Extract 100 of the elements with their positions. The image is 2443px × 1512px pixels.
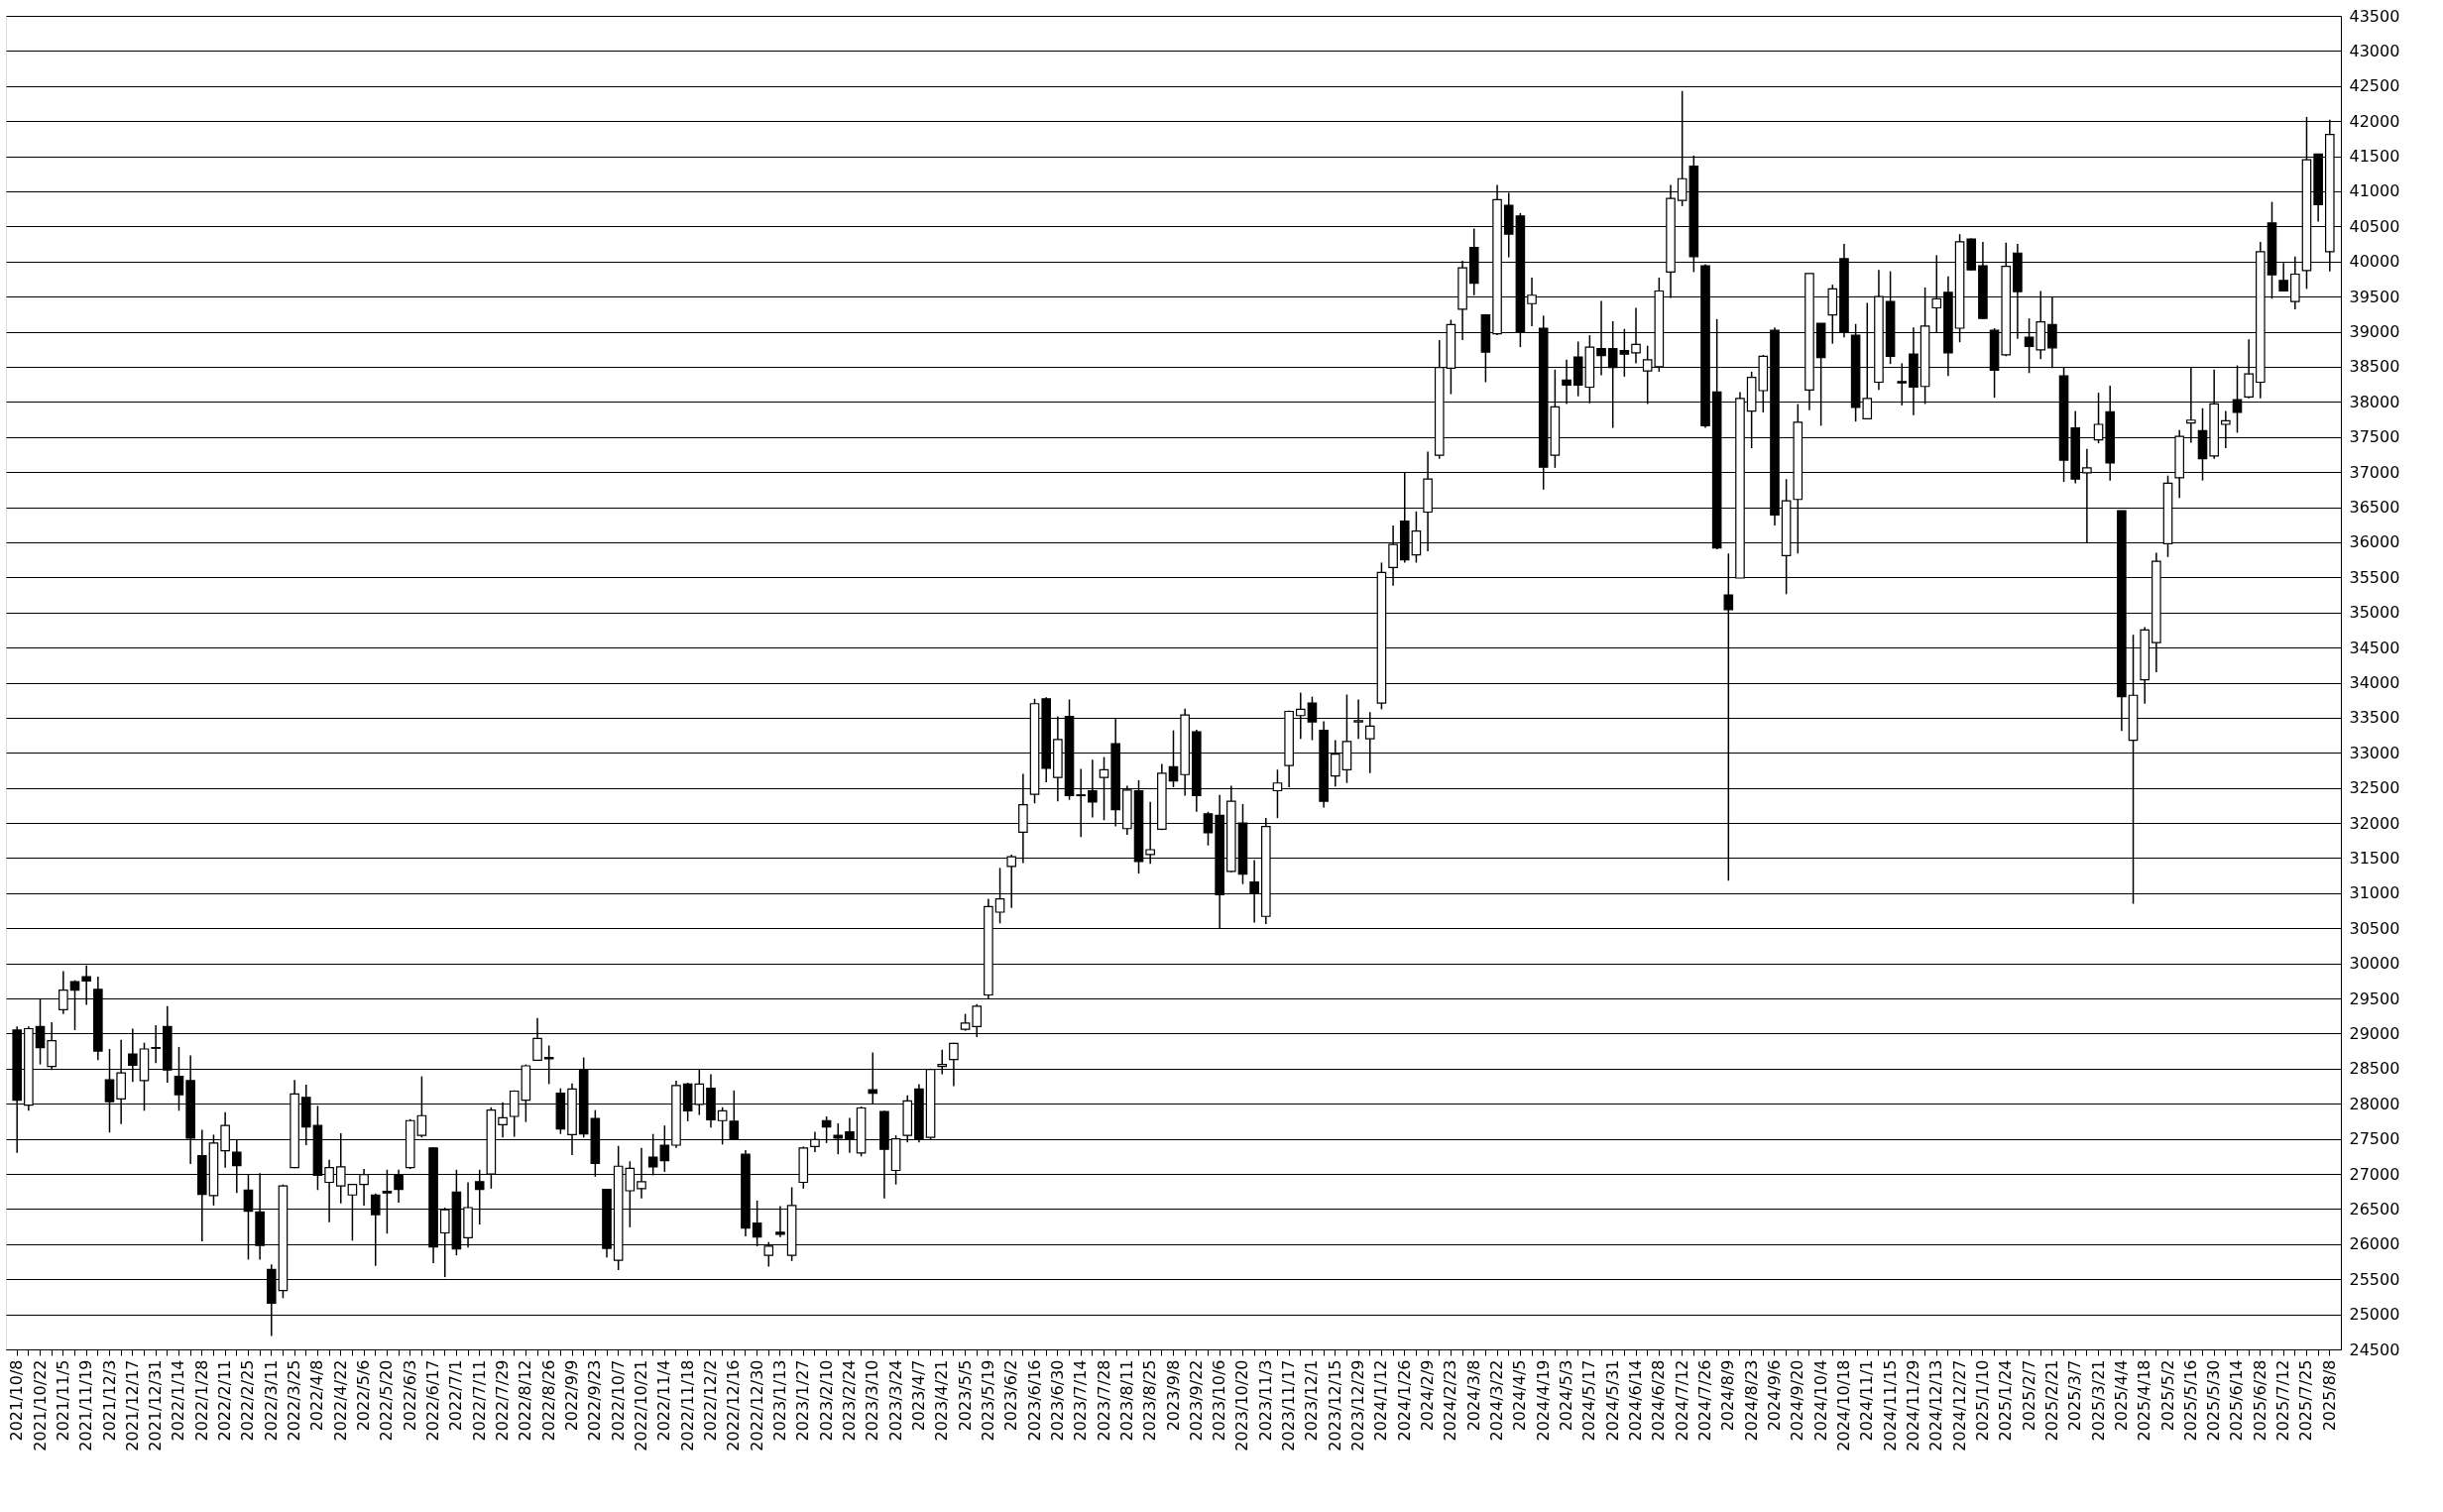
y-tick-label: 26500 bbox=[2349, 1199, 2400, 1219]
y-tick-label: 42500 bbox=[2349, 76, 2400, 96]
x-tick-label: 2021/11/19 bbox=[76, 1359, 96, 1452]
x-tick-label: 2023/2/10 bbox=[816, 1359, 836, 1442]
x-tick-label: 2022/9/23 bbox=[585, 1359, 605, 1442]
x-tick-label: 2022/12/16 bbox=[724, 1359, 744, 1452]
x-tick-label: 2022/5/6 bbox=[354, 1359, 374, 1432]
y-tick-label: 38000 bbox=[2349, 392, 2400, 411]
y-tick-label: 42000 bbox=[2349, 111, 2400, 131]
y-tick-label: 37500 bbox=[2349, 427, 2400, 447]
y-tick-label: 33500 bbox=[2349, 708, 2400, 728]
x-tick-label: 2022/7/29 bbox=[493, 1359, 513, 1442]
x-tick-label: 2024/1/26 bbox=[1394, 1359, 1414, 1442]
x-tick-label: 2022/10/7 bbox=[608, 1359, 628, 1442]
x-tick-label: 2025/6/14 bbox=[2227, 1359, 2247, 1442]
x-tick-label: 2022/8/26 bbox=[538, 1359, 558, 1442]
x-tick-label: 2022/8/12 bbox=[516, 1359, 535, 1442]
x-tick-label: 2022/10/21 bbox=[632, 1359, 650, 1452]
x-tick-label: 2023/12/29 bbox=[1348, 1359, 1368, 1452]
x-tick-label: 2023/12/1 bbox=[1302, 1359, 1322, 1442]
x-tick-label: 2022/6/3 bbox=[400, 1359, 419, 1432]
x-tick-label: 2023/4/21 bbox=[932, 1359, 952, 1442]
y-tick-label: 41500 bbox=[2349, 147, 2400, 167]
x-tick-label: 2024/2/23 bbox=[1441, 1359, 1460, 1442]
y-tick-label: 27000 bbox=[2349, 1164, 2400, 1184]
y-tick-label: 36500 bbox=[2349, 498, 2400, 518]
y-tick-label: 34000 bbox=[2349, 673, 2400, 692]
x-tick-label: 2022/11/18 bbox=[677, 1359, 697, 1452]
x-tick-label: 2024/9/20 bbox=[1788, 1359, 1807, 1442]
x-tick-label: 2022/11/4 bbox=[654, 1359, 674, 1442]
y-tick-label: 25000 bbox=[2349, 1305, 2400, 1325]
x-tick-label: 2022/2/11 bbox=[215, 1359, 235, 1442]
x-tick-label: 2024/5/3 bbox=[1557, 1359, 1576, 1432]
x-tick-label: 2024/6/14 bbox=[1626, 1359, 1646, 1442]
x-tick-label: 2024/5/31 bbox=[1602, 1359, 1622, 1442]
x-tick-label: 2022/12/2 bbox=[700, 1359, 720, 1442]
x-tick-label: 2023/4/7 bbox=[908, 1359, 928, 1432]
x-tick-label: 2024/8/9 bbox=[1718, 1359, 1738, 1432]
x-tick-label: 2025/5/16 bbox=[2180, 1359, 2200, 1442]
y-tick-label: 38500 bbox=[2349, 357, 2400, 377]
y-tick-label: 36000 bbox=[2349, 532, 2400, 552]
x-tick-label: 2021/12/3 bbox=[99, 1359, 119, 1442]
x-tick-label: 2022/4/22 bbox=[330, 1359, 350, 1442]
x-tick-label: 2021/11/5 bbox=[53, 1359, 72, 1442]
y-tick-label: 33000 bbox=[2349, 743, 2400, 762]
x-tick-label: 2022/12/30 bbox=[747, 1359, 766, 1452]
x-tick-label: 2023/10/6 bbox=[1210, 1359, 1229, 1442]
x-tick-label: 2022/9/9 bbox=[562, 1359, 582, 1432]
x-tick-label: 2023/10/20 bbox=[1232, 1359, 1252, 1452]
y-tick-label: 32500 bbox=[2349, 778, 2400, 798]
x-tick-label: 2025/4/4 bbox=[2111, 1359, 2131, 1432]
x-tick-label: 2024/4/5 bbox=[1510, 1359, 1530, 1432]
x-tick-label: 2025/2/7 bbox=[2019, 1359, 2038, 1432]
y-tick-label: 26000 bbox=[2349, 1234, 2400, 1254]
x-tick-label: 2025/2/21 bbox=[2041, 1359, 2061, 1442]
x-tick-label: 2023/9/8 bbox=[1163, 1359, 1183, 1432]
x-tick-label: 2025/8/8 bbox=[2319, 1359, 2339, 1432]
y-tick-label: 35500 bbox=[2349, 567, 2400, 587]
y-tick-label: 31500 bbox=[2349, 848, 2400, 868]
y-tick-label: 30500 bbox=[2349, 918, 2400, 938]
x-tick-label: 2022/7/1 bbox=[446, 1359, 466, 1432]
x-tick-label: 2025/7/12 bbox=[2273, 1359, 2293, 1442]
x-tick-label: 2023/7/28 bbox=[1094, 1359, 1113, 1442]
y-tick-label: 40500 bbox=[2349, 216, 2400, 236]
x-tick-label: 2021/12/31 bbox=[146, 1359, 166, 1452]
y-tick-label: 30000 bbox=[2349, 954, 2400, 974]
x-tick-label: 2024/11/29 bbox=[1903, 1359, 1922, 1452]
x-tick-label: 2025/6/28 bbox=[2250, 1359, 2269, 1442]
x-tick-label: 2024/6/28 bbox=[1649, 1359, 1669, 1442]
x-tick-label: 2025/5/2 bbox=[2157, 1359, 2177, 1432]
x-tick-label: 2023/3/24 bbox=[885, 1359, 905, 1442]
x-tick-label: 2021/10/22 bbox=[30, 1359, 50, 1452]
y-tick-label: 31000 bbox=[2349, 883, 2400, 903]
x-tick-label: 2024/1/12 bbox=[1371, 1359, 1391, 1442]
x-tick-label: 2023/6/16 bbox=[1024, 1359, 1044, 1442]
x-tick-label: 2024/9/6 bbox=[1764, 1359, 1784, 1432]
x-tick-label: 2024/4/19 bbox=[1533, 1359, 1553, 1442]
x-tick-label: 2024/7/12 bbox=[1672, 1359, 1691, 1442]
x-tick-label: 2024/7/26 bbox=[1695, 1359, 1714, 1442]
x-tick-label: 2024/12/27 bbox=[1949, 1359, 1969, 1452]
y-tick-label: 24500 bbox=[2349, 1339, 2400, 1359]
x-tick-label: 2022/3/25 bbox=[285, 1359, 304, 1442]
x-tick-label: 2022/2/25 bbox=[238, 1359, 258, 1442]
x-tick-label: 2024/10/18 bbox=[1833, 1359, 1853, 1452]
y-tick-label: 34500 bbox=[2349, 638, 2400, 657]
x-tick-label: 2021/12/17 bbox=[122, 1359, 142, 1452]
x-tick-label: 2023/8/11 bbox=[1116, 1359, 1136, 1442]
y-tick-label: 32000 bbox=[2349, 813, 2400, 833]
y-tick-label: 27500 bbox=[2349, 1129, 2400, 1149]
x-tick-label: 2025/1/10 bbox=[1972, 1359, 1992, 1442]
y-tick-label: 28000 bbox=[2349, 1094, 2400, 1113]
x-tick-label: 2024/2/9 bbox=[1418, 1359, 1438, 1432]
x-tick-label: 2024/3/22 bbox=[1487, 1359, 1507, 1442]
y-tick-label: 43000 bbox=[2349, 41, 2400, 60]
x-tick-label: 2023/5/19 bbox=[978, 1359, 997, 1442]
x-tick-label: 2023/7/14 bbox=[1071, 1359, 1091, 1442]
y-tick-label: 29500 bbox=[2349, 989, 2400, 1008]
x-tick-label: 2024/3/8 bbox=[1463, 1359, 1483, 1432]
x-tick-label: 2025/3/7 bbox=[2065, 1359, 2085, 1432]
x-tick-label: 2023/11/17 bbox=[1279, 1359, 1299, 1452]
